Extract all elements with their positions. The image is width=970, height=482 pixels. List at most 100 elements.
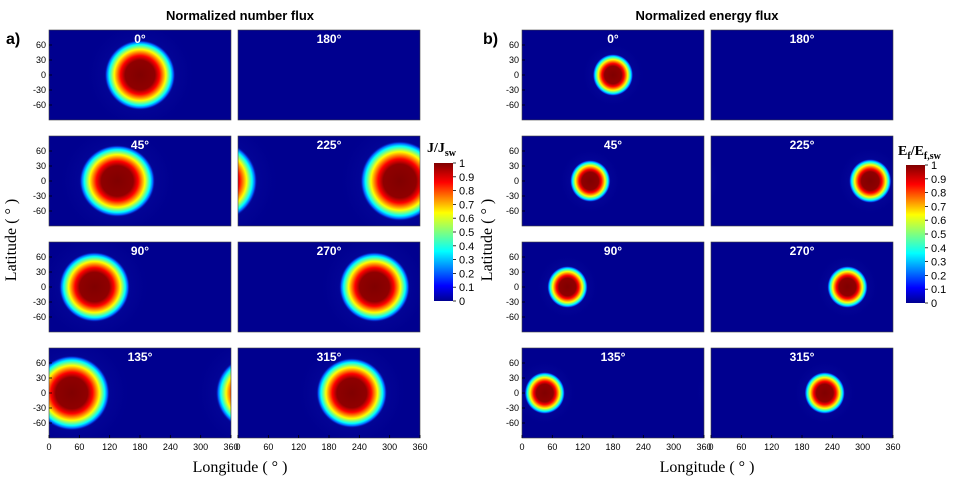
subplot-a-2-0: 90° 60 30 0 -30 -60 [33,241,232,333]
y-tick-label: -30 [33,191,46,201]
angle-label: 225° [790,138,815,152]
subplot-b-1-1: 225° [710,135,894,227]
colorbar-tick-label: 0.6 [459,213,474,225]
panel-b-xlabel: Longitude ( ° ) [660,459,755,476]
angle-label: 45° [604,138,622,152]
y-tick-label: 30 [509,55,519,65]
x-tick-label: 60 [74,442,84,452]
y-tick-label: 60 [36,358,46,368]
subplot-a-3-1: 315° 0 60 120 180 240 300 360 [235,347,428,452]
panel-b-title: Normalized energy flux [635,8,779,23]
x-tick-label: 300 [666,442,681,452]
y-tick-label: -60 [506,418,519,428]
x-tick-label: 240 [352,442,367,452]
subplot-a-0-1: 180° [237,29,421,121]
colorbar-a: J/Jsw 1 0.9 0.80.7 0.6 0.5 0.4 0.30.2 0.1 0 [427,141,474,308]
colorbar-a-gradient [434,163,453,301]
flux-spot [804,372,845,414]
colorbar-b-label-sub1: f [907,151,911,162]
y-tick-label: -30 [506,403,519,413]
flux-spot [827,266,868,308]
colorbar-tick-label: 1 [931,160,937,172]
panel-b-letter: b) [483,31,498,48]
y-tick-label: 0 [41,388,46,398]
colorbar-tick-label: 0.5 [931,229,946,241]
x-tick-label: 360 [223,442,238,452]
flux-spot [215,363,231,423]
y-tick-label: -60 [33,312,46,322]
x-tick-label: 300 [193,442,208,452]
subplot-b-0-0: 0° 60 30 0 -30 -60 [506,29,705,121]
colorbar-b: Ef/Ef,sw 1 0.9 0.80.7 0.6 0.5 0.4 0.30.2 0.1 0 [898,144,946,310]
colorbar-tick-label: 0.6 [931,215,946,227]
subplot-frame [237,29,421,121]
angle-label: 315° [317,350,342,364]
flux-spot [339,252,410,322]
flux-spot [79,145,156,217]
y-tick-label: 0 [514,282,519,292]
x-tick-label: 360 [696,442,711,452]
y-tick-label: 60 [36,40,46,50]
y-tick-label: -30 [506,191,519,201]
y-tick-label: -60 [506,206,519,216]
y-tick-label: -30 [33,403,46,413]
colorbar-b-label: Ef/Ef,sw [898,144,942,162]
flux-spot [547,266,588,308]
y-tick-label: 60 [509,40,519,50]
y-tick-label: 30 [36,267,46,277]
subplot-b-0-1: 180° [710,29,894,121]
subplot-background [711,30,893,120]
flux-spot [592,54,634,96]
y-tick-label: 60 [36,252,46,262]
y-tick-label: 30 [36,373,46,383]
x-tick-label: 180 [132,442,147,452]
colorbar-tick-label: 0 [931,298,937,310]
angle-label: 90° [131,244,149,258]
x-tick-label: 300 [855,442,870,452]
panel-b-ylabel: Latitude ( ° ) [479,199,496,281]
colorbar-tick-label: 0.3 [931,257,946,269]
colorbar-tick-label: 0.3 [459,255,474,267]
colorbar-tick-label: 0.2 [931,270,946,282]
x-tick-label: 60 [736,442,746,452]
colorbar-tick-label: 0.1 [931,284,946,296]
x-tick-label: 240 [636,442,651,452]
y-tick-label: 0 [514,388,519,398]
y-tick-label: -30 [506,85,519,95]
x-tick-label: 180 [794,442,809,452]
angle-label: 0° [607,32,619,46]
colorbar-tick-label: 0.9 [931,174,946,186]
flux-spot [238,146,258,216]
y-tick-label: 30 [36,55,46,65]
x-tick-label: 60 [547,442,557,452]
x-tick-label: 240 [825,442,840,452]
angle-label: 270° [317,244,342,258]
y-tick-label: 30 [509,373,519,383]
colorbar-a-label-sub: sw [445,148,457,159]
subplot-b-1-0: 45° 60 30 0 -30 -60 [506,135,705,227]
colorbar-tick-label: 0 [459,296,465,308]
y-tick-label: 30 [509,267,519,277]
y-tick-label: -60 [506,100,519,110]
subplot-frame [710,135,894,227]
colorbar-tick-label: 0.5 [459,227,474,239]
angle-label: 0° [134,32,146,46]
colorbar-b-gradient [906,165,925,303]
x-tick-label: 0 [46,442,51,452]
angle-label: 315° [790,350,815,364]
y-tick-label: 60 [509,252,519,262]
subplot-frame [710,241,894,333]
angle-label: 225° [317,138,342,152]
subplot-a-2-1: 270° [237,241,421,333]
y-tick-label: 30 [36,161,46,171]
y-tick-label: -60 [33,418,46,428]
y-tick-label: -30 [506,297,519,307]
y-tick-label: -30 [33,297,46,307]
y-tick-label: -60 [506,312,519,322]
angle-label: 45° [131,138,149,152]
x-tick-label: 0 [235,442,240,452]
angle-label: 90° [604,244,622,258]
